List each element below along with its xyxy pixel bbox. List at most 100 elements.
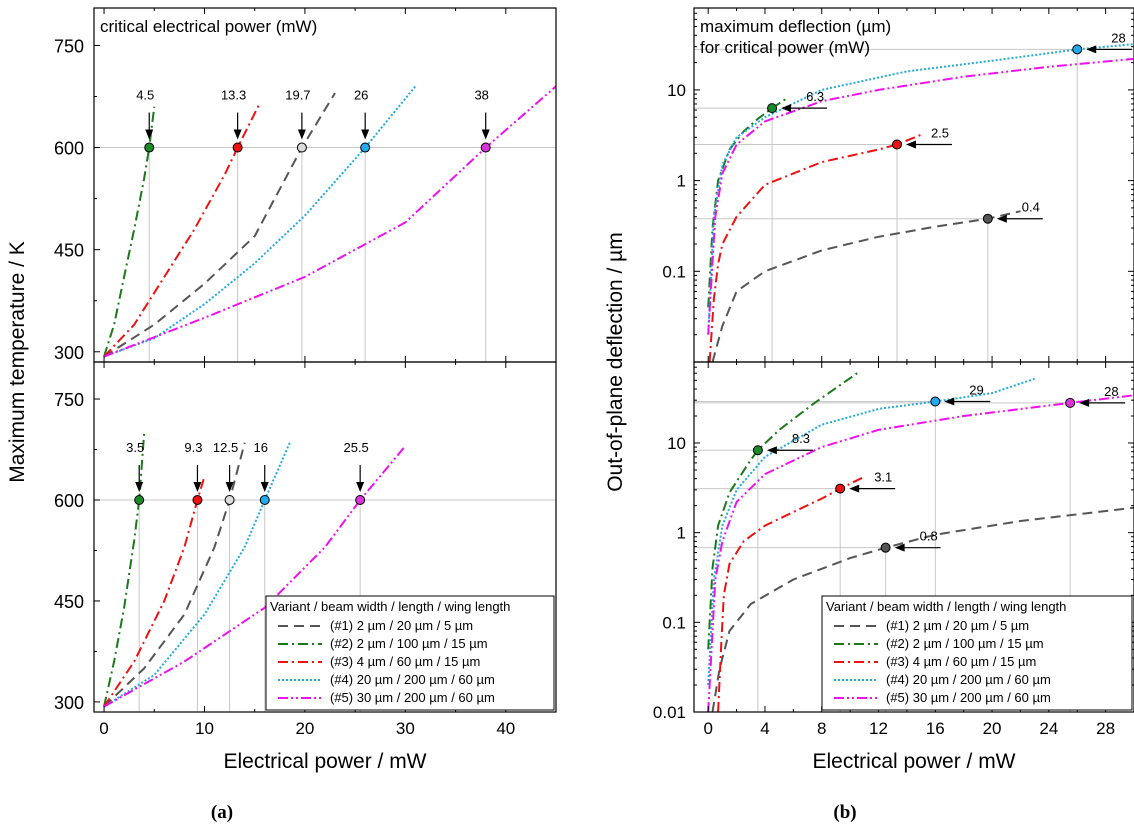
critical-point-marker (193, 495, 202, 504)
x-tick-label: 20 (295, 719, 314, 738)
legend: Variant / beam width / length / wing len… (266, 596, 554, 710)
critical-point-marker (225, 495, 234, 504)
y-tick-label: 0.1 (662, 613, 686, 632)
legend-label: (#4) 20 µm / 200 µm / 60 µm (330, 672, 495, 687)
critical-point-marker (1066, 398, 1075, 407)
x-axis-label: Electrical power / mW (812, 750, 1015, 773)
critical-point-marker (135, 495, 144, 504)
marker-value-label: 6.3 (806, 89, 824, 104)
marker-arrow-head (261, 482, 269, 492)
y-tick-label: 10 (667, 81, 686, 100)
y-tick-label: 450 (54, 592, 84, 612)
series-line-5 (104, 86, 556, 356)
annotation-text: maximum deflection (µm) (700, 17, 891, 36)
y-tick-label: 750 (54, 36, 84, 56)
critical-point-marker (260, 495, 269, 504)
critical-point-marker (931, 397, 940, 406)
y-tick-label: 750 (54, 390, 84, 410)
marker-arrow-head (849, 485, 859, 493)
legend-label: (#1) 2 µm / 20 µm / 5 µm (330, 618, 473, 633)
legend-label: (#4) 20 µm / 200 µm / 60 µm (886, 672, 1051, 687)
x-tick-label: 0 (703, 719, 712, 738)
marker-value-label: 26 (354, 88, 368, 103)
marker-arrow-head (781, 104, 791, 112)
legend-label: (#2) 2 µm / 100 µm / 15 µm (330, 636, 488, 651)
y-tick-label: 0.01 (653, 703, 686, 722)
x-tick-label: 40 (496, 719, 515, 738)
x-tick-label: 4 (760, 719, 769, 738)
plot-area (94, 86, 556, 362)
x-tick-label: 20 (983, 719, 1002, 738)
marker-value-label: 29 (969, 383, 983, 398)
marker-arrow-head (193, 482, 201, 492)
marker-value-label: 0.4 (1022, 200, 1040, 215)
y-tick-label: 600 (54, 139, 84, 159)
y-tick-label: 1 (677, 524, 686, 543)
critical-point-marker (753, 446, 762, 455)
axes-frame (694, 8, 1134, 362)
critical-point-marker (356, 495, 365, 504)
marker-value-label: 3.5 (126, 440, 144, 455)
annotation-text: for critical power (mW) (700, 38, 870, 57)
critical-point-marker (892, 140, 901, 149)
marker-arrow-head (906, 141, 916, 149)
axes-frame (94, 8, 556, 362)
critical-point-marker (233, 143, 242, 152)
panel-label-a: (a) (211, 802, 233, 823)
x-tick-label: 8 (817, 719, 826, 738)
x-tick-label: 0 (99, 719, 108, 738)
y-tick-label: 450 (54, 241, 84, 261)
marker-arrow-head (145, 130, 153, 140)
marker-value-label: 0.8 (920, 529, 938, 544)
x-tick-label: 10 (195, 719, 214, 738)
critical-point-marker (983, 214, 992, 223)
legend-label: (#2) 2 µm / 100 µm / 15 µm (886, 636, 1044, 651)
critical-point-marker (145, 143, 154, 152)
y-axis-label: Out-of-plane deflection / µm (604, 232, 627, 492)
x-axis-label: Electrical power / mW (223, 750, 426, 773)
y-tick-label: 1 (677, 172, 686, 191)
marker-value-label: 28 (1104, 384, 1118, 399)
legend-label: (#5) 30 µm / 200 µm / 60 µm (330, 690, 495, 705)
series-line-3 (104, 103, 260, 356)
legend: Variant / beam width / length / wing len… (822, 596, 1132, 710)
marker-arrow-head (298, 130, 306, 140)
plot-area (694, 44, 1134, 362)
series-line-1 (713, 211, 1021, 362)
marker-value-label: 12.5 (213, 440, 238, 455)
legend-label: (#1) 2 µm / 20 µm / 5 µm (886, 618, 1029, 633)
x-tick-label: 30 (396, 719, 415, 738)
legend-label: (#3) 4 µm / 60 µm / 15 µm (330, 654, 480, 669)
x-tick-label: 24 (1039, 719, 1058, 738)
marker-arrow-head (361, 130, 369, 140)
marker-value-label: 19.7 (285, 88, 310, 103)
marker-value-label: 4.5 (136, 88, 154, 103)
marker-value-label: 25.5 (343, 440, 368, 455)
marker-value-label: 2.5 (931, 126, 949, 141)
critical-point-marker (481, 143, 490, 152)
series-line-2 (708, 99, 786, 308)
y-tick-label: 10 (667, 434, 686, 453)
series-line-4 (104, 86, 415, 356)
series-line-3 (710, 135, 922, 362)
critical-point-marker (768, 104, 777, 113)
marker-arrow-head (767, 446, 777, 454)
marker-arrow-head (1079, 399, 1089, 407)
marker-arrow-head (135, 482, 143, 492)
marker-value-label: 3.1 (874, 470, 892, 485)
series-line-1 (104, 443, 245, 707)
critical-point-marker (361, 143, 370, 152)
panel-label-b: (b) (833, 802, 856, 823)
series-line-2 (104, 433, 144, 707)
y-axis-label: Maximum temperature / K (6, 241, 29, 483)
x-tick-label: 16 (926, 719, 945, 738)
x-tick-label: 12 (869, 719, 888, 738)
marker-value-label: 38 (474, 88, 488, 103)
marker-value-label: 8.3 (792, 431, 810, 446)
marker-value-label: 13.3 (221, 88, 246, 103)
